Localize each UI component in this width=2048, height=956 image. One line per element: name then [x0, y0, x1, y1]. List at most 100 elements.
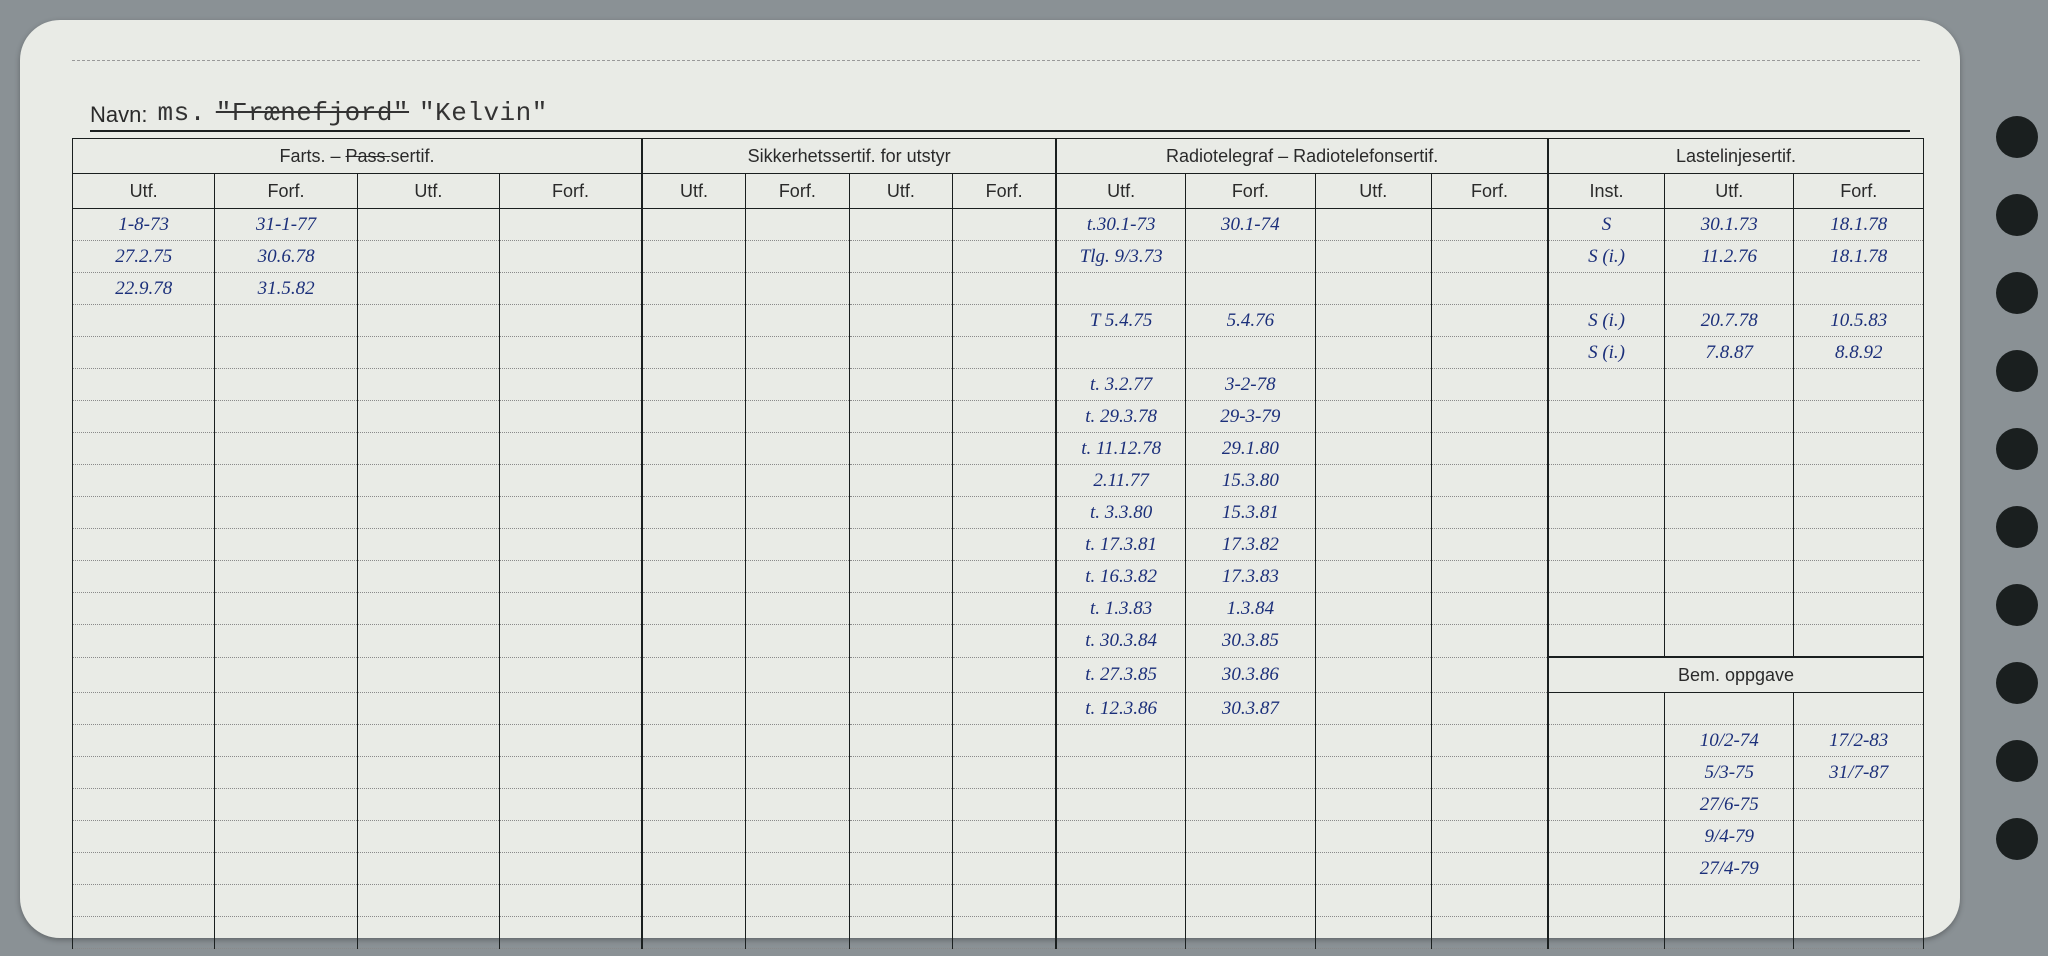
table-row: 27/4-79: [73, 853, 1924, 885]
bem-cell: [1794, 821, 1924, 853]
table-wrapper: Farts. – Pass.sertif. Sikkerhetssertif. …: [72, 138, 1924, 949]
col-label: Utf.: [849, 174, 953, 209]
hw-entry: t. 12.3.86: [1085, 698, 1157, 719]
hole: [1996, 272, 2038, 314]
hw-entry: t. 27.3.85: [1085, 664, 1157, 685]
bem-cell: 17/2-83: [1794, 725, 1924, 757]
hw-entry: 27.2.75: [115, 246, 172, 267]
hole: [1996, 194, 2038, 236]
hw-entry: Tlg. 9/3.73: [1080, 246, 1163, 267]
section-radio: Radiotelegraf – Radiotelefonsertif.: [1056, 139, 1548, 174]
navn-current: "Kelvin": [419, 98, 548, 128]
hw-entry: t. 17.3.81: [1085, 534, 1157, 555]
binder-holes: [1996, 80, 2038, 896]
hole: [1996, 818, 2038, 860]
bem-cell: [1548, 757, 1664, 789]
hw-entry: 1.3.84: [1227, 598, 1275, 619]
table-row: t. 17.3.81 17.3.82: [73, 529, 1924, 561]
col-label: Forf.: [1794, 174, 1924, 209]
perforation-top: [72, 36, 1920, 61]
name-line: Navn: ms. "Frænefjord" "Kelvin": [90, 88, 1910, 132]
table-row: 1-8-7331-1-77t.30.1-7330.1-74S30.1.7318.…: [73, 209, 1924, 241]
navn-prefix: ms.: [157, 98, 205, 128]
hw-entry: 17/2-83: [1829, 730, 1888, 751]
hw-entry: t.30.1-73: [1087, 214, 1156, 235]
hw-entry: 31-1-77: [256, 214, 316, 235]
hw-entry: 20.7.78: [1701, 310, 1758, 331]
hw-entry: t. 1.3.83: [1090, 598, 1152, 619]
col-label: Utf.: [357, 174, 499, 209]
hw-entry: 30.3.87: [1222, 698, 1279, 719]
hw-entry: 30.3.85: [1222, 630, 1279, 651]
table-row: 27.2.7530.6.78Tlg. 9/3.73S (i.)11.2.7618…: [73, 241, 1924, 273]
hw-entry: t. 29.3.78: [1085, 406, 1157, 427]
certificate-table: Farts. – Pass.sertif. Sikkerhetssertif. …: [72, 138, 1924, 949]
record-card: Navn: ms. "Frænefjord" "Kelvin" Farts. –…: [20, 20, 1960, 938]
hw-entry: 5.4.76: [1227, 310, 1275, 331]
section-laste: Lastelinjesertif.: [1548, 139, 1923, 174]
hw-entry: 30.1.73: [1701, 214, 1758, 235]
bem-cell: [1665, 917, 1794, 949]
hole: [1996, 506, 2038, 548]
hw-entry: t. 30.3.84: [1085, 630, 1157, 651]
hw-entry: 29-3-79: [1220, 406, 1280, 427]
hw-entry: 18.1.78: [1830, 214, 1887, 235]
table-row: 2.11.77 15.3.80: [73, 465, 1924, 497]
hw-entry: 9/4-79: [1704, 826, 1754, 847]
hw-entry: 27/4-79: [1700, 858, 1759, 879]
table-row: S (i.)7.8.878.8.92: [73, 337, 1924, 369]
hw-entry: 3-2-78: [1225, 374, 1276, 395]
hole: [1996, 350, 2038, 392]
bem-cell: 27/4-79: [1665, 853, 1794, 885]
hw-entry: 2.11.77: [1093, 470, 1149, 491]
hole: [1996, 584, 2038, 626]
hw-entry: 11.2.76: [1701, 246, 1757, 267]
col-label: Forf.: [1432, 174, 1549, 209]
table-row: t. 1.3.83 1.3.84: [73, 593, 1924, 625]
table-row: 22.9.7831.5.82: [73, 273, 1924, 305]
hw-entry: 31/7-87: [1829, 762, 1888, 783]
bem-cell: [1794, 853, 1924, 885]
bem-cell: [1548, 789, 1664, 821]
table-row: t. 27.3.8530.3.86Bem. oppgave: [73, 657, 1924, 693]
table-row: t. 16.3.8217.3.83: [73, 561, 1924, 593]
hw-entry: t. 3.3.80: [1090, 502, 1152, 523]
section-farts: Farts. – Pass.sertif.: [73, 139, 643, 174]
table-row: 27/6-75: [73, 789, 1924, 821]
bem-cell: 10/2-74: [1665, 725, 1794, 757]
table-row: t. 3.2.773-2-78: [73, 369, 1924, 401]
bem-cell: [1548, 725, 1664, 757]
hw-entry: 17.3.82: [1222, 534, 1279, 555]
bem-cell: 31/7-87: [1794, 757, 1924, 789]
bem-cell: [1548, 821, 1664, 853]
col-label: Utf.: [642, 174, 746, 209]
hw-entry: 5/3-75: [1704, 762, 1754, 783]
bem-header: Bem. oppgave: [1548, 657, 1923, 693]
col-label: Utf.: [1665, 174, 1794, 209]
bem-cell: [1665, 885, 1794, 917]
navn-label: Navn:: [90, 102, 147, 128]
hw-entry: T 5.4.75: [1090, 310, 1152, 331]
hw-entry: 29.1.80: [1222, 438, 1279, 459]
table-row: [73, 917, 1924, 949]
table-row: t. 30.3.84 30.3.85: [73, 625, 1924, 658]
hw-entry: S (i.): [1588, 342, 1625, 363]
hw-entry: t. 11.12.78: [1081, 438, 1161, 459]
bem-cell: 27/6-75: [1665, 789, 1794, 821]
col-label: Forf.: [746, 174, 850, 209]
table-row: [73, 885, 1924, 917]
hw-entry: 22.9.78: [115, 278, 172, 299]
hw-entry: 18.1.78: [1830, 246, 1887, 267]
col-label: Utf.: [1315, 174, 1431, 209]
table-row: t. 11.12.78 29.1.80: [73, 433, 1924, 465]
bem-cell: 9/4-79: [1665, 821, 1794, 853]
hw-entry: 15.3.80: [1222, 470, 1279, 491]
hw-entry: 27/6-75: [1700, 794, 1759, 815]
col-label: Forf.: [1186, 174, 1315, 209]
col-label: Inst.: [1548, 174, 1664, 209]
hole: [1996, 740, 2038, 782]
hw-entry: 10/2-74: [1700, 730, 1759, 751]
table-row: t. 12.3.86 30.3.87: [73, 693, 1924, 725]
hw-entry: 8.8.92: [1835, 342, 1883, 363]
table-row: 5/3-75 31/7-87: [73, 757, 1924, 789]
